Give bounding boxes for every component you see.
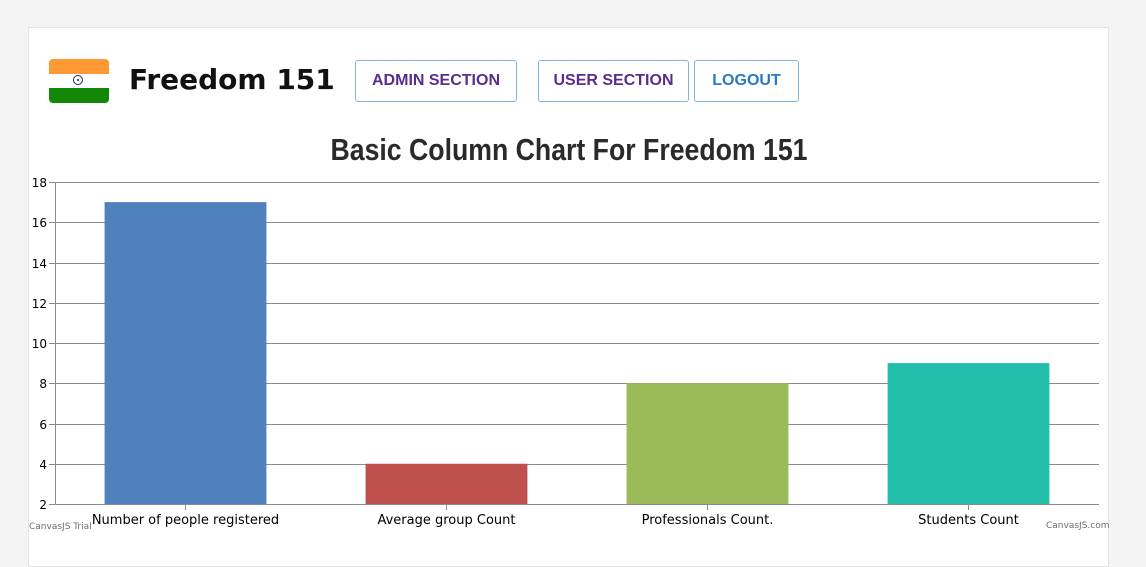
bar-2 <box>365 463 528 504</box>
x-tick-label: Students Count <box>918 513 1019 528</box>
bar-1 <box>104 202 267 504</box>
canvasjs-com-credit[interactable]: CanvasJS.com <box>1046 521 1110 531</box>
canvasjs-trial-credit: CanvasJS Trial <box>29 522 92 532</box>
y-tick-label: 18 <box>32 176 47 190</box>
brand-title: Freedom 151 <box>129 63 335 96</box>
x-tick-label: Number of people registered <box>92 513 279 528</box>
bar-3 <box>626 383 789 504</box>
y-tick-label: 14 <box>32 257 47 271</box>
ashoka-chakra-icon <box>73 75 83 85</box>
chart-title: Basic Column Chart For Freedom 151 <box>330 132 808 167</box>
y-tick-label: 2 <box>39 498 47 512</box>
x-tick-label: Average group Count <box>377 513 515 528</box>
logout-button[interactable]: LOGOUT <box>694 60 799 102</box>
admin-section-button[interactable]: ADMIN SECTION <box>355 60 517 102</box>
y-tick-label: 6 <box>39 418 47 432</box>
bar-4 <box>887 363 1050 504</box>
user-section-button[interactable]: USER SECTION <box>538 60 689 102</box>
flag-saffron-band <box>49 59 109 74</box>
y-tick-label: 8 <box>39 377 47 391</box>
y-tick-label: 10 <box>32 337 47 351</box>
y-tick-label: 12 <box>32 297 47 311</box>
flag-green-band <box>49 88 109 103</box>
y-tick-label: 16 <box>32 216 47 230</box>
y-tick-label: 4 <box>39 458 47 472</box>
x-tick-label: Professionals Count. <box>642 513 774 528</box>
india-flag-icon <box>49 59 109 103</box>
column-chart: 2 4 6 8 10 12 14 16 18 Number of people registere… <box>32 176 1099 528</box>
